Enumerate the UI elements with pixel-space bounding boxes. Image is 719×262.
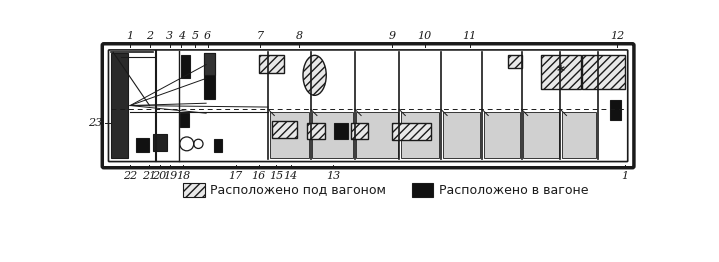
Text: *: * xyxy=(557,65,565,80)
Text: 22: 22 xyxy=(123,171,137,181)
Text: 16: 16 xyxy=(252,171,266,181)
Bar xyxy=(582,54,625,89)
Bar xyxy=(203,53,215,99)
Text: 5: 5 xyxy=(192,31,199,41)
Bar xyxy=(400,112,439,158)
Bar xyxy=(392,123,431,140)
Bar xyxy=(610,100,620,120)
Bar xyxy=(137,138,149,151)
Bar xyxy=(180,113,189,127)
Text: 20: 20 xyxy=(152,171,167,181)
Bar xyxy=(312,112,353,158)
Bar xyxy=(523,112,559,158)
Text: 12: 12 xyxy=(610,31,624,41)
Bar xyxy=(484,112,520,158)
Text: 9: 9 xyxy=(388,31,395,41)
Bar xyxy=(541,54,581,89)
Text: Расположено под вагоном: Расположено под вагоном xyxy=(210,184,386,196)
Bar xyxy=(180,54,190,78)
Text: 14: 14 xyxy=(283,171,298,181)
Text: 17: 17 xyxy=(229,171,243,181)
Bar xyxy=(357,112,398,158)
Text: 11: 11 xyxy=(462,31,477,41)
Bar xyxy=(442,112,480,158)
Text: 3: 3 xyxy=(166,31,173,41)
Bar xyxy=(270,112,309,158)
Bar xyxy=(562,112,596,158)
Bar xyxy=(214,139,221,151)
Text: 13: 13 xyxy=(326,171,340,181)
Text: 1: 1 xyxy=(621,171,628,181)
Text: 23: 23 xyxy=(88,118,102,128)
Bar xyxy=(153,134,168,151)
Bar xyxy=(351,123,368,139)
Text: 1: 1 xyxy=(127,31,134,41)
Text: 10: 10 xyxy=(418,31,432,41)
Text: 6: 6 xyxy=(204,31,211,41)
Text: Расположено в вагоне: Расположено в вагоне xyxy=(439,184,588,196)
FancyBboxPatch shape xyxy=(102,44,634,168)
Ellipse shape xyxy=(303,55,326,95)
Bar xyxy=(307,123,326,139)
Bar xyxy=(272,121,297,138)
Text: 18: 18 xyxy=(175,171,190,181)
Text: 8: 8 xyxy=(296,31,303,41)
Bar xyxy=(111,53,128,159)
Bar xyxy=(259,54,283,73)
Bar xyxy=(334,123,348,139)
Text: 19: 19 xyxy=(163,171,178,181)
Text: 2: 2 xyxy=(146,31,153,41)
Bar xyxy=(203,53,215,75)
Bar xyxy=(411,183,434,197)
Bar xyxy=(508,54,522,68)
Text: 4: 4 xyxy=(178,31,185,41)
Bar xyxy=(183,183,205,197)
Text: 15: 15 xyxy=(269,171,283,181)
Text: 21: 21 xyxy=(142,171,156,181)
Text: 7: 7 xyxy=(257,31,264,41)
